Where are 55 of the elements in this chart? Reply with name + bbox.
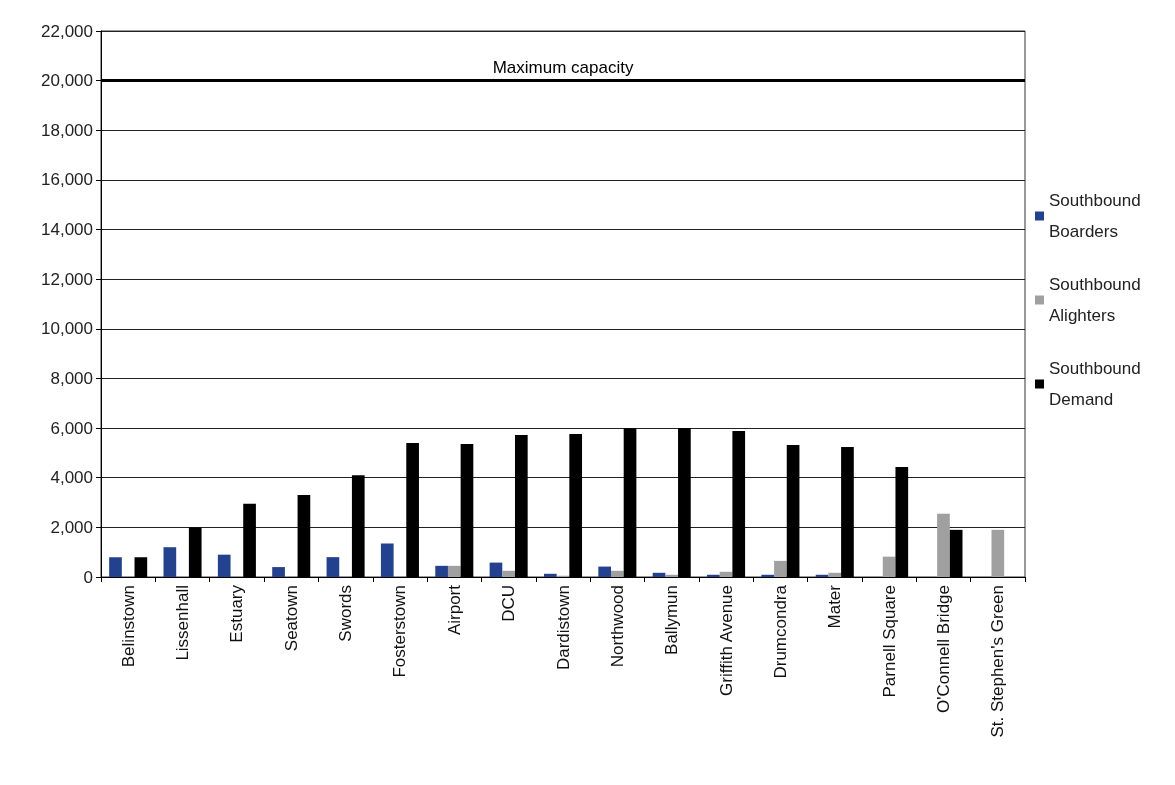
y-tick-label: 20,000 — [41, 71, 93, 91]
bar — [598, 566, 612, 577]
bar — [774, 560, 787, 577]
x-tick-label: Airport — [444, 584, 464, 636]
bar — [761, 574, 775, 577]
bar — [665, 574, 679, 577]
y-tick-label: 18,000 — [41, 120, 93, 140]
bar — [991, 529, 1005, 577]
x-tick-label: Parnell Square — [879, 585, 899, 698]
y-tick-label: 4,000 — [50, 468, 93, 488]
bar — [611, 570, 624, 577]
y-tick-label: 14,000 — [41, 220, 93, 240]
x-tick-label: DCU — [499, 585, 519, 622]
bar — [109, 557, 122, 577]
x-tick-label: Griffith Avenue — [716, 585, 736, 696]
bar — [828, 572, 842, 577]
x-tick-label: Ballymun — [662, 585, 682, 655]
x-tick-label: Fosterstown — [390, 585, 410, 678]
y-tick-label: 6,000 — [50, 418, 93, 438]
x-tick-label: Dardistown — [553, 585, 573, 671]
y-tick-label: 22,000 — [41, 21, 93, 41]
y-tick-label: 12,000 — [41, 269, 93, 289]
y-tick-label: 0 — [83, 567, 93, 587]
bar — [163, 547, 177, 577]
bar — [447, 565, 461, 577]
x-tick-label: Estuary — [227, 584, 247, 643]
bar — [543, 573, 557, 577]
ref-line-label: Maximum capacity — [492, 57, 634, 77]
y-tick-label: 8,000 — [50, 368, 93, 388]
x-tick-label: Belinstown — [118, 585, 138, 668]
bar — [489, 562, 503, 577]
legend-label: Southbound Demand — [1049, 359, 1146, 409]
bar — [217, 554, 231, 577]
x-tick-label: O'Connell Bridge — [933, 585, 953, 713]
bar — [380, 543, 394, 577]
x-tick-label: Swords — [336, 585, 356, 642]
bar — [326, 557, 340, 577]
bar — [502, 570, 515, 577]
x-tick-label: Drumcondra — [770, 584, 790, 679]
y-tick-label: 2,000 — [50, 517, 93, 537]
y-tick-label: 16,000 — [41, 170, 93, 190]
legend-label: Southbound Alighters — [1049, 275, 1146, 325]
x-tick-label: Mater — [825, 584, 845, 629]
bar — [707, 574, 720, 577]
x-tick-label: Seatown — [281, 585, 301, 652]
x-tick-label: Lissenhall — [173, 585, 193, 661]
bar — [882, 556, 896, 577]
x-tick-label: St. Stephen's Green — [988, 585, 1008, 738]
bar — [719, 571, 733, 577]
bar — [937, 513, 950, 577]
x-tick-label: Northwood — [607, 585, 627, 668]
y-tick-label: 10,000 — [41, 319, 93, 339]
legend-label: Southbound Boarders — [1049, 191, 1146, 241]
bar — [435, 565, 448, 577]
bar — [272, 567, 285, 577]
